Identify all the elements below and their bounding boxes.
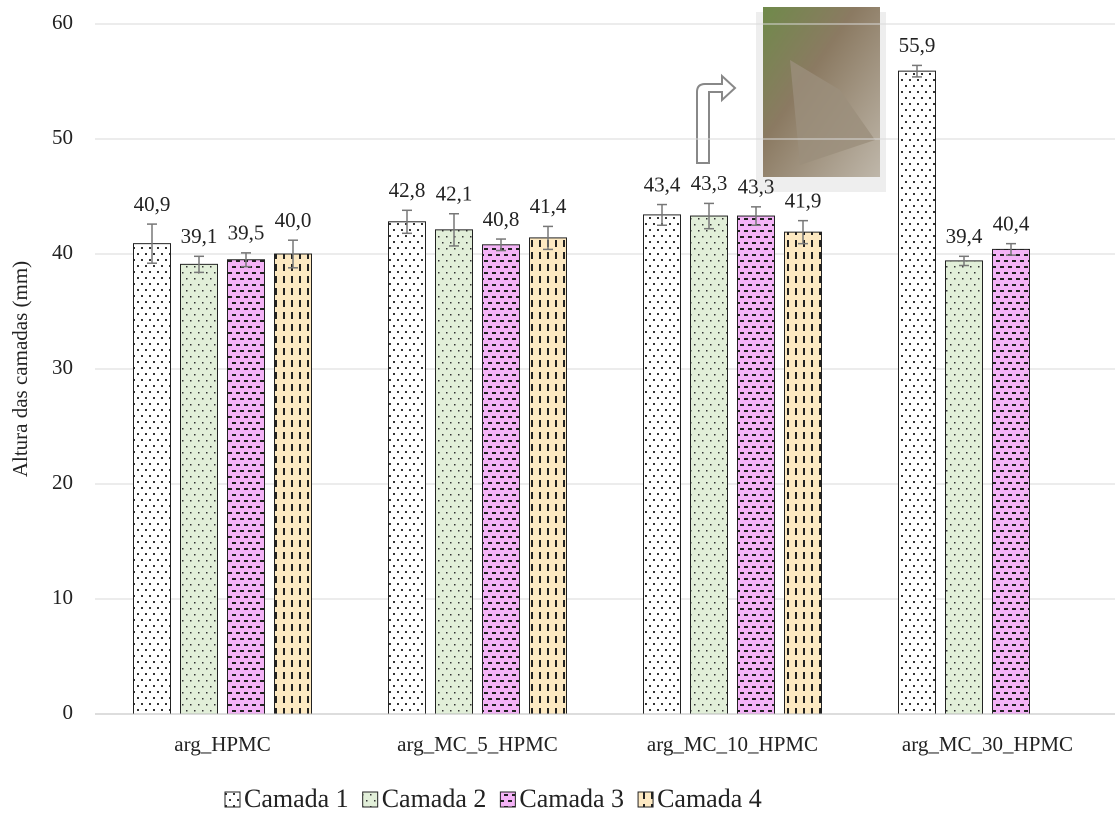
error-bar bbox=[1006, 242, 1016, 256]
bar bbox=[784, 231, 822, 715]
value-label: 40,4 bbox=[993, 211, 1030, 235]
bar bbox=[133, 243, 171, 715]
arrow bbox=[696, 73, 737, 164]
legend-label: Camada 3 bbox=[519, 784, 624, 813]
error-bar bbox=[194, 255, 204, 274]
legend-label: Camada 1 bbox=[244, 784, 349, 813]
value-label: 43,3 bbox=[738, 175, 775, 199]
value-label: 43,4 bbox=[644, 172, 681, 196]
value-label: 41,4 bbox=[530, 194, 567, 218]
photo-inset bbox=[756, 7, 886, 192]
value-label: 40,0 bbox=[275, 208, 312, 232]
y-tick-label: 20 bbox=[52, 470, 73, 494]
bar bbox=[992, 248, 1030, 715]
value-label: 39,5 bbox=[228, 221, 265, 245]
error-bar bbox=[704, 202, 714, 230]
error-bar bbox=[147, 223, 157, 264]
error-bar bbox=[912, 64, 922, 78]
bar bbox=[898, 70, 936, 715]
error-bar bbox=[449, 213, 459, 247]
y-tick-label: 10 bbox=[52, 585, 73, 609]
bar bbox=[180, 263, 218, 715]
y-axis-title: Altura das camadas (mm) bbox=[8, 261, 32, 477]
y-tick-label: 50 bbox=[52, 125, 73, 149]
error-bar bbox=[402, 209, 412, 235]
legend-swatch bbox=[499, 791, 516, 808]
bar bbox=[643, 214, 681, 715]
value-label: 43,3 bbox=[691, 171, 728, 195]
y-tick-label: 40 bbox=[52, 240, 73, 264]
x-tick-label: arg_MC_30_HPMC bbox=[902, 732, 1073, 756]
legend: Camada 1 Camada 2 Camada 3 Camada 4 bbox=[224, 784, 762, 813]
value-label: 42,8 bbox=[389, 178, 426, 202]
error-bar bbox=[288, 239, 298, 269]
bar bbox=[529, 237, 567, 715]
bar bbox=[227, 259, 265, 715]
value-label: 39,4 bbox=[946, 224, 983, 248]
y-tick-label: 60 bbox=[52, 10, 73, 34]
y-tick-label: 0 bbox=[63, 700, 74, 724]
value-label: 55,9 bbox=[899, 33, 936, 57]
error-bar bbox=[241, 252, 251, 268]
x-tick-label: arg_MC_5_HPMC bbox=[397, 732, 558, 756]
x-tick-label: arg_MC_10_HPMC bbox=[647, 732, 818, 756]
value-label: 39,1 bbox=[181, 224, 218, 248]
x-tick-label: arg_HPMC bbox=[174, 732, 270, 756]
legend-label: Camada 2 bbox=[382, 784, 487, 813]
bar bbox=[945, 260, 983, 715]
error-bar bbox=[751, 206, 761, 226]
error-bar bbox=[959, 255, 969, 267]
bar bbox=[482, 244, 520, 715]
error-bar bbox=[657, 203, 667, 226]
bar bbox=[435, 229, 473, 715]
bar bbox=[690, 215, 728, 715]
value-label: 40,8 bbox=[483, 207, 520, 231]
value-label: 40,9 bbox=[134, 192, 171, 216]
bar bbox=[388, 221, 426, 715]
legend-label: Camada 4 bbox=[657, 784, 762, 813]
legend-swatch bbox=[362, 791, 379, 808]
value-label: 41,9 bbox=[785, 188, 822, 212]
legend-swatch bbox=[224, 791, 241, 808]
error-bar bbox=[496, 238, 506, 252]
bar bbox=[737, 215, 775, 715]
error-bar bbox=[543, 225, 553, 251]
y-tick-label: 30 bbox=[52, 355, 73, 379]
legend-swatch bbox=[637, 791, 654, 808]
bar bbox=[274, 253, 312, 715]
error-bar bbox=[798, 219, 808, 245]
value-label: 42,1 bbox=[436, 182, 473, 206]
